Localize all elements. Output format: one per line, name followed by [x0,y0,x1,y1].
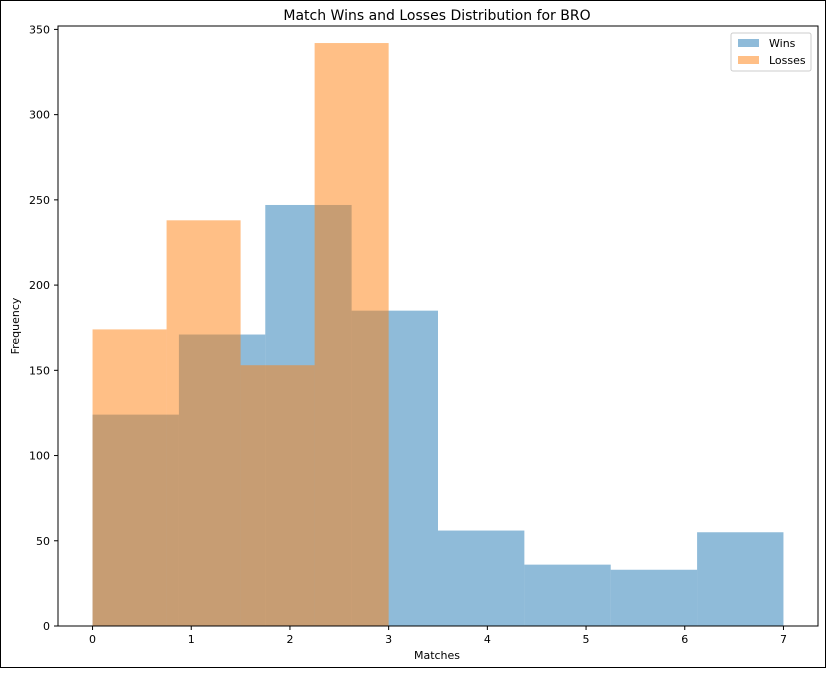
losses-bar-3 [314,43,389,626]
losses-bar-1 [166,220,241,626]
chart-title: Match Wins and Losses Distribution for B… [283,8,590,24]
losses-bar-2 [240,365,315,626]
plot-area: 0 1 2 3 4 5 6 7 0 50 100 150 200 250 300 350 [29,23,819,646]
legend-label-wins: Wins [769,37,796,50]
y-tick-label: 250 [29,194,50,207]
x-tick-label: 1 [188,633,195,646]
legend-swatch-wins [738,39,759,47]
plot-frame [57,25,819,627]
wins-bar-7 [697,532,784,626]
wins-bar-4 [438,530,525,626]
x-tick-label: 2 [286,633,293,646]
wins-bar-5 [524,564,611,626]
x-tick-label: 0 [89,633,96,646]
y-tick-label: 350 [29,23,50,36]
wins-bar-6 [610,569,698,626]
y-tick-label: 50 [36,535,50,548]
y-tick-label: 100 [29,450,50,463]
x-axis-label: Matches [414,649,460,662]
y-axis-label: Frequency [9,297,22,354]
x-tick-label: 6 [681,633,688,646]
y-tick-label: 150 [29,364,50,377]
y-tick-label: 300 [29,109,50,122]
y-tick-label: 0 [43,620,50,633]
y-tick-label: 200 [29,279,50,292]
legend-swatch-losses [738,56,759,64]
x-tick-label: 4 [484,633,491,646]
legend-label-losses: Losses [769,54,806,67]
losses-bar-0 [92,329,167,626]
x-tick-label: 3 [385,633,392,646]
x-tick-label: 5 [583,633,590,646]
legend: Wins Losses [730,32,812,72]
x-tick-label: 7 [780,633,787,646]
